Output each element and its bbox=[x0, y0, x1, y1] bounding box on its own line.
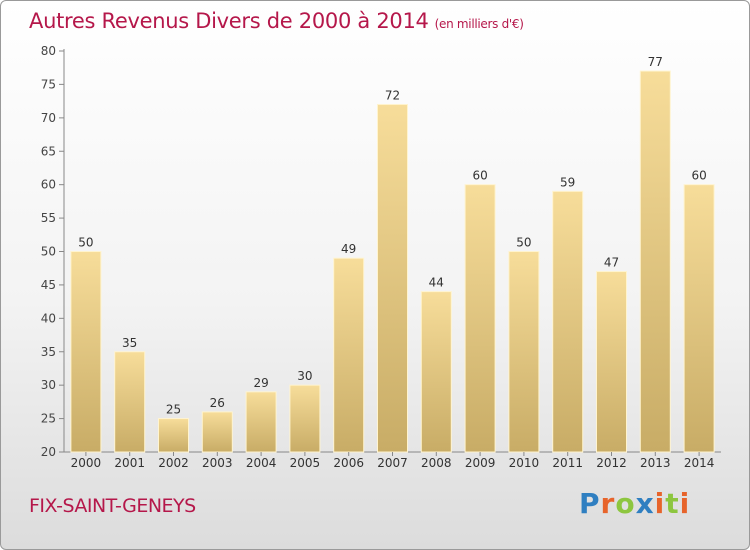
x-tick-label: 2005 bbox=[290, 456, 321, 470]
y-tick-label: 55 bbox=[41, 211, 56, 225]
data-label: 77 bbox=[648, 55, 663, 69]
x-tick-label: 2013 bbox=[640, 456, 671, 470]
bar bbox=[245, 391, 277, 453]
proxiti-logo: Proxiti bbox=[579, 487, 690, 520]
bar bbox=[552, 190, 584, 453]
data-label: 26 bbox=[210, 396, 225, 410]
y-tick-label: 45 bbox=[41, 278, 56, 292]
x-tick-label: 2014 bbox=[684, 456, 715, 470]
x-tick-label: 2008 bbox=[421, 456, 452, 470]
bar bbox=[596, 271, 627, 453]
y-tick-label: 20 bbox=[41, 445, 56, 459]
logo-letter: r bbox=[600, 487, 616, 520]
commune-name: FIX-SAINT-GENEYS bbox=[29, 495, 196, 517]
bar bbox=[201, 411, 233, 453]
bar bbox=[70, 251, 102, 453]
data-label: 44 bbox=[429, 276, 444, 290]
logo-letter: P bbox=[579, 487, 601, 520]
x-tick-label: 2004 bbox=[246, 456, 277, 470]
bar bbox=[639, 70, 671, 453]
data-label: 59 bbox=[560, 175, 575, 189]
data-label: 50 bbox=[78, 236, 93, 250]
y-tick-label: 25 bbox=[41, 412, 56, 426]
data-label: 49 bbox=[341, 242, 356, 256]
x-tick-label: 2000 bbox=[71, 456, 102, 470]
bar bbox=[333, 257, 365, 453]
x-tick-label: 2011 bbox=[552, 456, 583, 470]
logo-letter: i bbox=[654, 487, 666, 520]
bar bbox=[508, 251, 540, 453]
logo-letter: x bbox=[635, 487, 655, 520]
data-label: 25 bbox=[166, 403, 181, 417]
bar bbox=[420, 291, 452, 453]
chart-title: Autres Revenus Divers de 2000 à 2014 bbox=[29, 9, 429, 33]
y-tick-label: 50 bbox=[41, 245, 56, 259]
data-label: 60 bbox=[691, 169, 706, 183]
y-tick-label: 60 bbox=[41, 178, 56, 192]
data-label: 35 bbox=[122, 336, 137, 350]
bar bbox=[289, 384, 321, 453]
data-label: 60 bbox=[472, 169, 487, 183]
logo-letter: o bbox=[615, 487, 636, 520]
y-tick-label: 70 bbox=[41, 111, 56, 125]
x-tick-label: 2009 bbox=[465, 456, 496, 470]
chart-subtitle: (en milliers d'€) bbox=[434, 17, 524, 31]
bar bbox=[683, 184, 715, 453]
y-tick-label: 65 bbox=[41, 144, 56, 158]
x-tick-label: 2003 bbox=[202, 456, 233, 470]
x-tick-label: 2001 bbox=[114, 456, 145, 470]
data-label: 47 bbox=[604, 256, 619, 270]
logo-letter: i bbox=[679, 487, 691, 520]
x-tick-label: 2007 bbox=[377, 456, 408, 470]
bar bbox=[377, 103, 408, 453]
y-tick-label: 30 bbox=[41, 378, 56, 392]
data-label: 30 bbox=[297, 369, 312, 383]
data-label: 29 bbox=[253, 376, 268, 390]
bar bbox=[158, 418, 189, 453]
y-tick-label: 40 bbox=[41, 311, 56, 325]
chart-title-block: Autres Revenus Divers de 2000 à 2014 (en … bbox=[29, 9, 524, 33]
y-tick-label: 80 bbox=[41, 44, 56, 58]
y-tick-label: 75 bbox=[41, 77, 56, 91]
data-label: 50 bbox=[516, 236, 531, 250]
x-tick-label: 2012 bbox=[596, 456, 627, 470]
logo-letter: t bbox=[665, 487, 680, 520]
x-tick-label: 2010 bbox=[509, 456, 540, 470]
data-label: 72 bbox=[385, 88, 400, 102]
bar bbox=[464, 184, 496, 453]
x-tick-label: 2006 bbox=[333, 456, 364, 470]
x-tick-label: 2002 bbox=[158, 456, 189, 470]
y-tick-label: 35 bbox=[41, 345, 56, 359]
bar bbox=[114, 351, 146, 453]
